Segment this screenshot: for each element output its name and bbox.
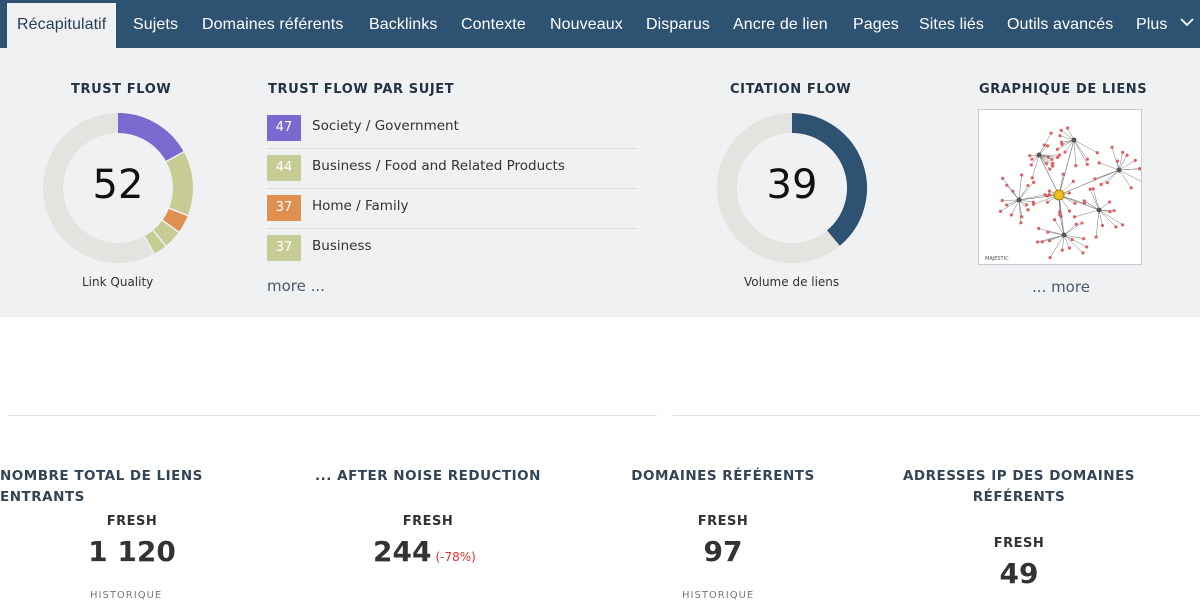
citation-flow-heading: CITATION FLOW [730,82,851,97]
stat-fresh-label: FRESH [673,514,773,529]
tab-nouveaux[interactable]: Nouveaux [550,0,623,48]
citation-flow-value: 39 [742,162,842,208]
link-graph-thumbnail[interactable]: MAJESTIC [978,109,1142,265]
trust-flow-value: 52 [68,162,168,208]
topic-name: Home / Family [312,198,408,214]
stat-fresh-label: FRESH [969,536,1069,551]
stat-title-referring-ips: ADRESSES IP DES DOMAINES RÉFÉRENTS [889,466,1149,508]
stat-title-total-links: NOMBRE TOTAL DE LIENS ENTRANTS [0,466,270,508]
topic-row[interactable]: 37 Business [267,228,637,268]
topic-row[interactable]: 47 Society / Government [267,108,637,149]
topic-row[interactable]: 44 Business / Food and Related Products [267,148,637,189]
stat-delta: (-78%) [435,550,475,564]
ring-segment [175,157,183,212]
ring-segment [171,212,179,226]
tab-sites-lies[interactable]: Sites liés [919,0,984,48]
link-graph-image: MAJESTIC [979,110,1141,264]
stat-title-referring-domains: DOMAINES RÉFÉRENTS [620,466,826,487]
topic-name: Society / Government [312,118,459,134]
tab-recapitulatif[interactable]: Récapitulatif [7,3,116,48]
svg-text:MAJESTIC: MAJESTIC [985,256,1009,262]
topic-score-badge: 47 [267,115,301,141]
tab-plus[interactable]: Plus [1136,0,1168,48]
ring-segment [149,238,159,245]
topic-name: Business [312,238,372,254]
ring-segment [118,123,175,157]
tab-outils-avances[interactable]: Outils avancés [1007,0,1113,48]
tab-disparus[interactable]: Disparus [646,0,710,48]
trust-flow-label: Link Quality [82,275,153,289]
stat-title-after-noise: ... AFTER NOISE REDUCTION [310,466,546,487]
topic-score-badge: 37 [267,235,301,261]
topic-score-badge: 37 [267,195,301,221]
tab-backlinks[interactable]: Backlinks [369,0,437,48]
stat-fresh-label: FRESH [378,514,478,529]
citation-flow-label: Volume de liens [744,275,839,289]
stat-value-total-links: 1 120 [52,535,212,568]
tab-pages[interactable]: Pages [853,0,899,48]
section-divider [8,415,657,416]
link-graph-heading: GRAPHIQUE DE LIENS [979,82,1147,97]
trust-flow-heading: TRUST FLOW [71,82,171,97]
topics-more-link[interactable]: more ... [267,277,325,295]
stat-value-referring-ips: 49 [939,557,1099,590]
stat-value-after-noise: 244(-78%) [373,535,476,568]
stat-value-referring-domains: 97 [643,535,803,568]
topic-name: Business / Food and Related Products [312,158,565,174]
topics-heading: TRUST FLOW PAR SUJET [268,82,454,97]
topic-row[interactable]: 37 Home / Family [267,188,637,229]
tab-domaines-referents[interactable]: Domaines référents [202,0,343,48]
stat-fresh-label: FRESH [82,514,182,529]
tab-ancre-de-lien[interactable]: Ancre de lien [733,0,828,48]
tab-contexte[interactable]: Contexte [461,0,526,48]
link-graph-more-link[interactable]: ... more [1032,278,1090,296]
tab-sujets[interactable]: Sujets [133,0,178,48]
ring-segment [159,226,170,238]
topic-score-badge: 44 [267,155,301,181]
chevron-down-icon[interactable] [1180,17,1194,27]
top-nav: Récapitulatif Sujets Domaines référents … [0,0,1200,48]
section-divider [673,415,1200,416]
